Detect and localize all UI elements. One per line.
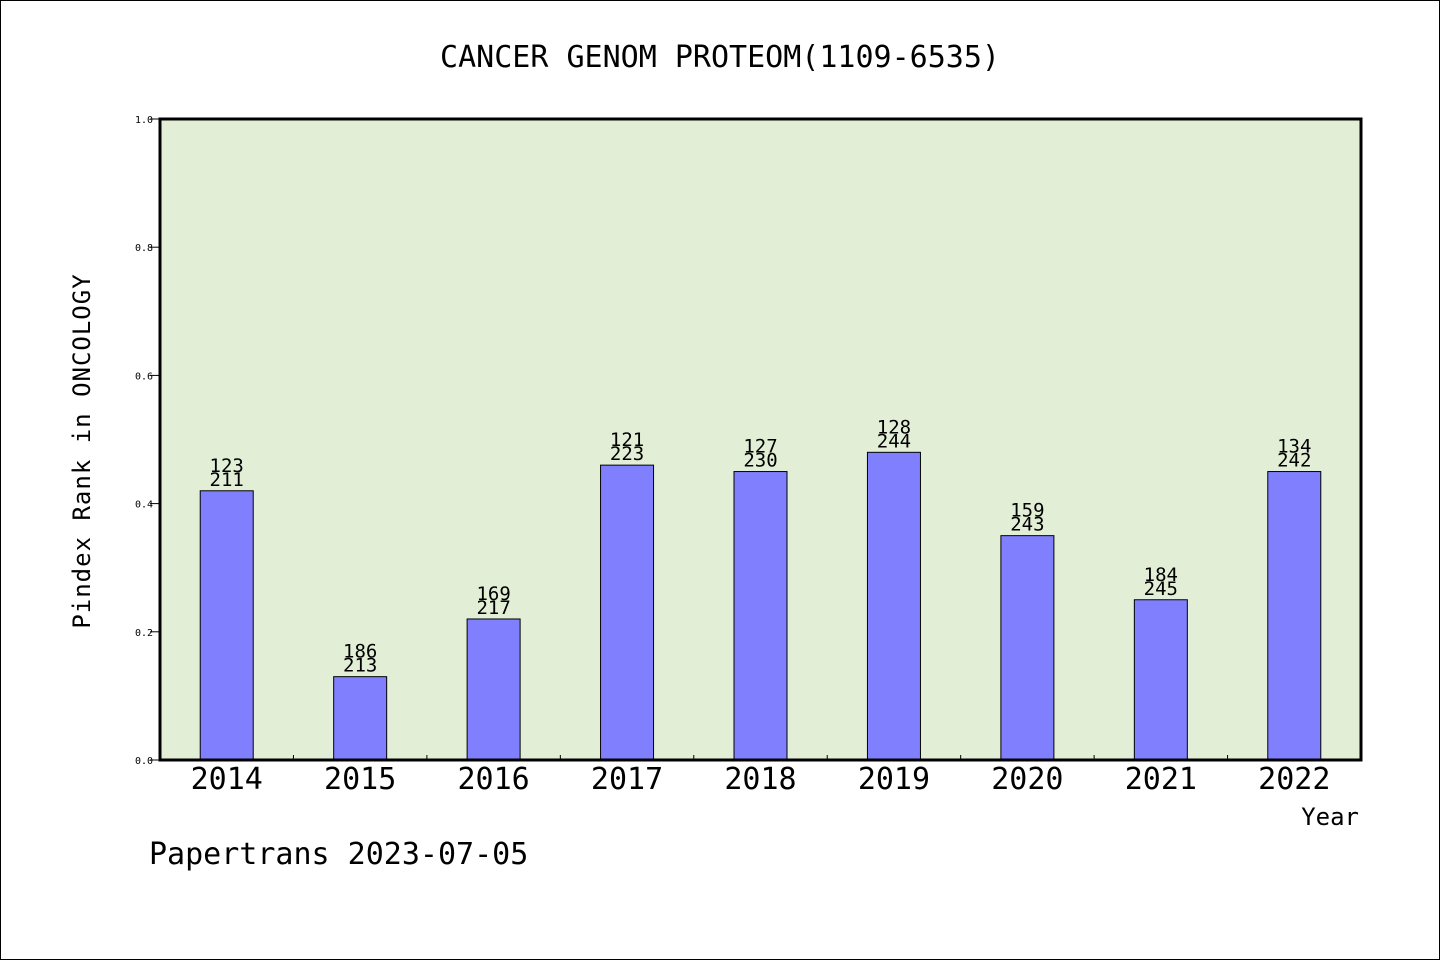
x-tick-label: 2021 [1125, 762, 1197, 797]
x-tick-label: 2017 [591, 762, 663, 797]
data-label-top: 123 [210, 455, 244, 477]
bar-2014 [199, 490, 254, 761]
data-label-top: 159 [1010, 500, 1044, 522]
x-tick-label: 2020 [991, 762, 1063, 797]
data-label-bottom: 217 [476, 597, 510, 619]
y-tick-label: 0.0 [135, 756, 153, 767]
data-label-top: 128 [877, 416, 911, 438]
bars [199, 451, 1322, 761]
y-axis-label: Pindex Rank in ONCOLOGY [68, 273, 96, 628]
bar-2017 [600, 464, 655, 761]
x-tick-label: 2015 [324, 762, 396, 797]
y-tick-label: 0.8 [135, 243, 153, 254]
data-label-bottom: 211 [210, 469, 244, 491]
y-axis: 0.0 0.2 0.4 0.6 0.8 1.0 [135, 115, 160, 767]
y-tick-label: 0.4 [135, 500, 153, 511]
data-label-bottom: 243 [1010, 514, 1044, 536]
plot-border [158, 117, 1363, 762]
bar-2016 [466, 618, 521, 761]
x-tick-label: 2022 [1258, 762, 1330, 797]
data-label-top: 121 [610, 429, 644, 451]
data-label-bottom: 242 [1277, 450, 1311, 472]
bar-2020 [1000, 535, 1055, 761]
bar-2022 [1267, 471, 1322, 761]
data-label-top: 184 [1144, 564, 1178, 586]
x-axis-label: Year [1301, 803, 1359, 831]
y-tick-label: 1.0 [135, 115, 153, 126]
data-label-bottom: 223 [610, 443, 644, 465]
data-label-bottom: 213 [343, 655, 377, 677]
x-tick-label: 2019 [858, 762, 930, 797]
data-label-bottom: 230 [743, 450, 777, 472]
chart-title: CANCER GENOM PROTEOM(1109-6535) [440, 40, 1000, 75]
data-label-top: 169 [476, 583, 510, 605]
bar-2019 [866, 451, 921, 761]
y-tick-label: 0.2 [135, 628, 153, 639]
data-label-bottom: 245 [1144, 578, 1178, 600]
x-tick-label: 2018 [724, 762, 796, 797]
bar-2021 [1133, 599, 1188, 761]
footer-text: Papertrans 2023-07-05 [149, 837, 528, 872]
x-axis: 2014 2015 2016 2017 2018 2019 2020 2021 2022 [191, 755, 1330, 797]
y-tick-label: 0.6 [135, 371, 153, 382]
x-tick-label: 2016 [457, 762, 529, 797]
data-label-top: 127 [743, 436, 777, 458]
data-label-top: 134 [1277, 436, 1311, 458]
bar-2015 [333, 676, 388, 761]
data-label-bottom: 244 [877, 430, 911, 452]
x-tick-label: 2014 [191, 762, 263, 797]
bar-2018 [733, 471, 788, 761]
data-label-top: 186 [343, 641, 377, 663]
